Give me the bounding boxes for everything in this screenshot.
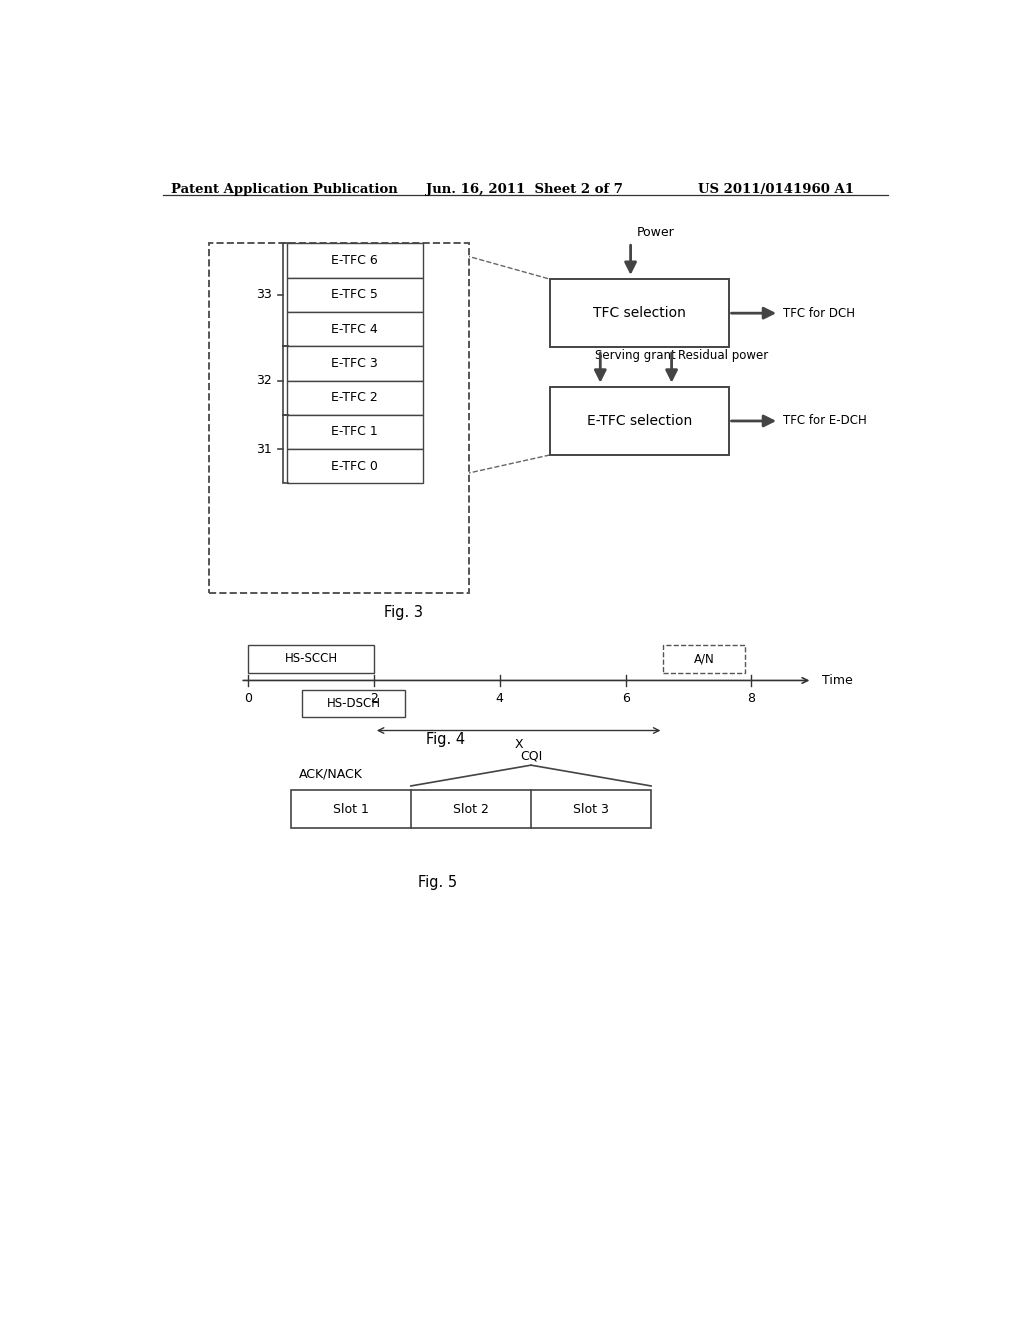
- Text: CQI: CQI: [520, 748, 542, 762]
- Text: Time: Time: [821, 675, 852, 686]
- Text: E-TFC 2: E-TFC 2: [332, 391, 378, 404]
- Text: 31: 31: [256, 442, 271, 455]
- Text: Fig. 3: Fig. 3: [384, 605, 423, 620]
- Text: Fig. 5: Fig. 5: [419, 875, 458, 890]
- Text: Patent Application Publication: Patent Application Publication: [171, 183, 397, 197]
- Text: E-TFC 5: E-TFC 5: [331, 288, 378, 301]
- Text: 2: 2: [370, 692, 378, 705]
- FancyBboxPatch shape: [287, 243, 423, 277]
- Text: E-TFC 0: E-TFC 0: [331, 459, 378, 473]
- Text: Slot 1: Slot 1: [333, 803, 369, 816]
- Text: Slot 2: Slot 2: [453, 803, 488, 816]
- FancyBboxPatch shape: [550, 280, 729, 347]
- Text: E-TFC 6: E-TFC 6: [332, 255, 378, 267]
- Text: Residual power: Residual power: [678, 348, 768, 362]
- Text: TFC for DCH: TFC for DCH: [783, 306, 855, 319]
- FancyBboxPatch shape: [287, 312, 423, 346]
- FancyBboxPatch shape: [209, 243, 469, 594]
- Text: Jun. 16, 2011  Sheet 2 of 7: Jun. 16, 2011 Sheet 2 of 7: [426, 183, 624, 197]
- Text: 8: 8: [748, 692, 756, 705]
- FancyBboxPatch shape: [291, 789, 651, 829]
- FancyBboxPatch shape: [248, 645, 374, 673]
- Text: US 2011/0141960 A1: US 2011/0141960 A1: [697, 183, 854, 197]
- Text: 4: 4: [496, 692, 504, 705]
- Text: 33: 33: [256, 288, 271, 301]
- Text: Power: Power: [637, 226, 675, 239]
- FancyBboxPatch shape: [287, 277, 423, 312]
- Text: A/N: A/N: [694, 652, 715, 665]
- Text: 0: 0: [244, 692, 252, 705]
- Text: E-TFC 1: E-TFC 1: [332, 425, 378, 438]
- Text: Fig. 4: Fig. 4: [426, 733, 465, 747]
- FancyBboxPatch shape: [287, 380, 423, 414]
- Text: X: X: [514, 738, 523, 751]
- FancyBboxPatch shape: [550, 387, 729, 455]
- Text: Serving grant: Serving grant: [595, 348, 676, 362]
- Text: HS-DSCH: HS-DSCH: [327, 697, 381, 710]
- Text: E-TFC 4: E-TFC 4: [332, 322, 378, 335]
- FancyBboxPatch shape: [287, 449, 423, 483]
- FancyBboxPatch shape: [664, 645, 745, 673]
- Text: E-TFC selection: E-TFC selection: [587, 414, 692, 428]
- Text: ACK/NACK: ACK/NACK: [299, 767, 362, 780]
- Text: E-TFC 3: E-TFC 3: [332, 356, 378, 370]
- Text: TFC selection: TFC selection: [593, 306, 686, 321]
- Text: Slot 3: Slot 3: [573, 803, 609, 816]
- Text: 32: 32: [256, 374, 271, 387]
- Text: TFC for E-DCH: TFC for E-DCH: [783, 414, 866, 428]
- FancyBboxPatch shape: [287, 346, 423, 380]
- Text: 6: 6: [622, 692, 630, 705]
- FancyBboxPatch shape: [287, 414, 423, 449]
- FancyBboxPatch shape: [302, 689, 406, 718]
- Text: HS-SCCH: HS-SCCH: [285, 652, 338, 665]
